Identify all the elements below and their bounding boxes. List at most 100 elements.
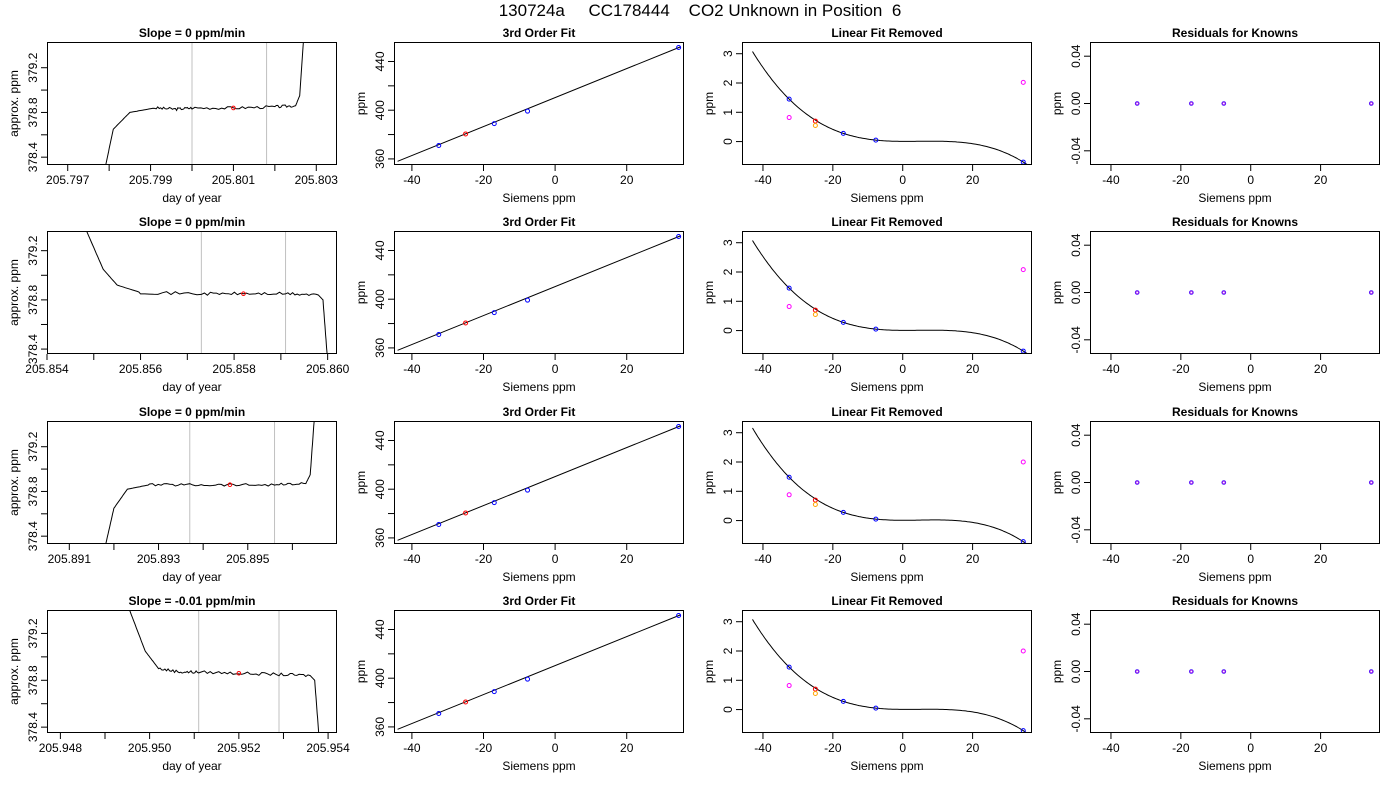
panel-3-2: Linear Fit Removed -40 -20 0 20 0 1 2 3 Siemens p… [702,594,1032,773]
y-tick-label: -0.04 [1069,516,1083,544]
plot-frame [742,231,1032,354]
x-tick-label: 20 [1314,362,1328,376]
panel-0-2: Linear Fit Removed -40 -20 0 20 0 1 2 3 Siemens p… [702,26,1032,205]
y-tick-label: 1 [721,109,735,116]
known-point [436,143,442,149]
x-tick-label: -40 [403,552,421,566]
plot-area [397,44,682,162]
plot-frame [47,42,337,165]
plot-area [397,423,682,541]
x-tick-label: 20 [620,173,634,187]
x-tick-label: -40 [403,173,421,187]
y-tick-label: 379.2 [26,235,40,265]
y-tick-label: 0 [721,138,735,145]
known-residual-point [1221,480,1226,485]
known-point [676,44,682,50]
x-tick-label: 205.950 [128,741,172,755]
residual-point [786,492,792,498]
known-point [840,319,846,325]
plot-area [105,421,315,544]
concentration-trace [129,610,320,733]
x-tick-label: -20 [475,362,493,376]
known-residual-point [1135,290,1140,295]
panel-title: Linear Fit Removed [831,405,942,419]
y-axis-label: approx. ppm [7,259,21,326]
panel-1-3: Residuals for Knowns -40 -20 0 20 -0.04 0.00 0.… [1050,215,1380,394]
known-point [873,326,879,332]
panel-title: Residuals for Knowns [1172,26,1298,40]
known-residual-point [1221,101,1226,106]
y-tick-label: 2 [721,268,735,275]
residual-point [786,683,792,689]
panel-1-0: Slope = 0 ppm/min 205.854 205.856 205.858 20… [7,215,350,394]
y-tick-label: 0 [721,706,735,713]
y-tick-label: 0.04 [1069,233,1083,257]
plot-area [105,42,304,165]
y-tick-label: 378.8 [26,665,40,695]
panel-1-2: Linear Fit Removed -40 -20 0 20 0 1 2 3 Siemens p… [702,215,1032,394]
x-tick-label: 0 [552,552,559,566]
plot-frame [742,610,1032,733]
y-tick-label: 360 [373,338,387,358]
x-tick-label: 0 [899,362,906,376]
x-tick-label: 20 [1314,173,1328,187]
x-tick-label: 0 [1247,552,1254,566]
plot-frame [394,610,684,733]
plot-area [752,240,1029,354]
panel-title: 3rd Order Fit [503,26,576,40]
y-tick-label: 2 [721,79,735,86]
y-axis-label: ppm [354,471,368,494]
known-point [525,676,531,682]
x-tick-label: 0 [552,362,559,376]
residual-point [1020,459,1026,465]
y-tick-label: 379.2 [26,618,40,648]
known-residual-point [1369,101,1374,106]
known-point [840,509,846,515]
cubic-fit-curve [752,240,1029,354]
concentration-trace [105,421,315,544]
x-tick-label: -20 [1172,741,1190,755]
y-tick-label: 378.4 [26,334,40,364]
y-axis-label: approx. ppm [7,70,21,137]
x-tick-label: -20 [1172,552,1190,566]
x-tick-label: 20 [1314,552,1328,566]
x-tick-label: 205.948 [39,741,83,755]
known-point [676,423,682,429]
y-axis-label: ppm [702,281,716,304]
y-tick-label: 0.04 [1069,612,1083,636]
known-point [491,121,497,127]
y-tick-label: 0.00 [1069,280,1083,304]
plot-frame [47,610,337,733]
plot-area [397,612,682,730]
residual-point [1020,79,1026,85]
unknown-point [812,501,818,507]
y-axis-label: ppm [1050,281,1064,304]
concentration-trace [86,231,328,354]
x-axis-label: Siemens ppm [502,380,575,394]
mean-marker [236,670,242,676]
known-point [873,705,879,711]
plot-frame [394,231,684,354]
known-point [676,612,682,618]
x-tick-label: -20 [475,173,493,187]
known-point [786,285,792,291]
known-point [676,233,682,239]
unknown-point [463,510,469,516]
known-point [491,689,497,695]
panel-0-3: Residuals for Knowns -40 -20 0 20 -0.04 0.00 0.… [1050,26,1380,205]
y-tick-label: 379.2 [26,52,40,82]
x-tick-label: 205.895 [226,552,270,566]
residual-point [1020,267,1026,273]
known-point [491,500,497,506]
plot-area [129,610,320,733]
x-tick-label: -40 [754,552,772,566]
panel-0-1: 3rd Order Fit -40 -20 0 20 360 400 440 Siemens p… [354,26,684,205]
known-residual-point [1189,480,1194,485]
unknown-point [463,131,469,137]
x-tick-label: -20 [475,741,493,755]
x-tick-label: -20 [824,552,842,566]
x-tick-label: 0 [552,173,559,187]
x-tick-label: -40 [754,741,772,755]
plot-frame [742,42,1032,165]
plot-frame [47,231,337,354]
